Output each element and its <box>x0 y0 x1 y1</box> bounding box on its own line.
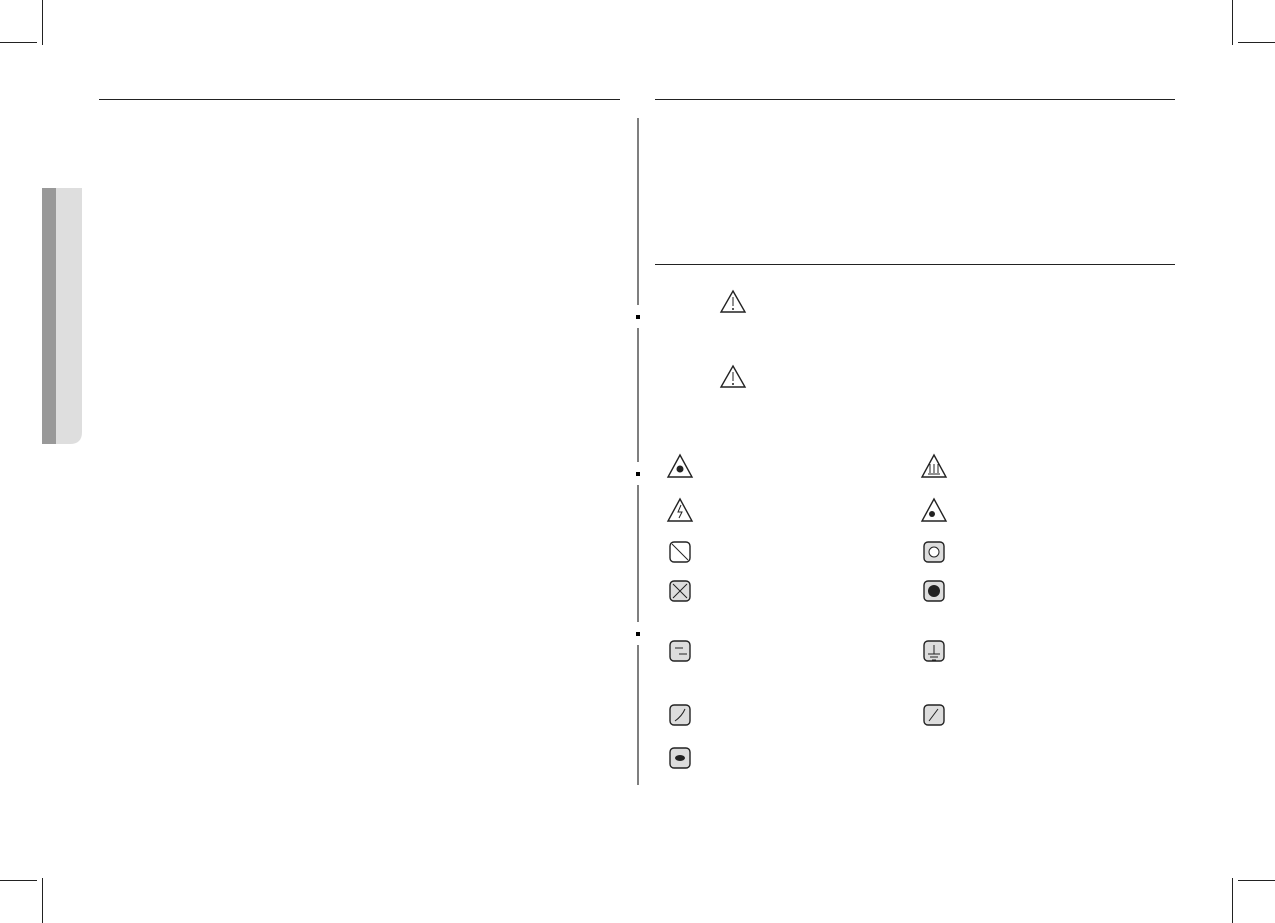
symbol-icons <box>666 453 948 769</box>
rules <box>99 99 1175 265</box>
warning-icons <box>719 289 747 388</box>
section-tab <box>42 188 82 444</box>
column-divider <box>636 118 640 785</box>
